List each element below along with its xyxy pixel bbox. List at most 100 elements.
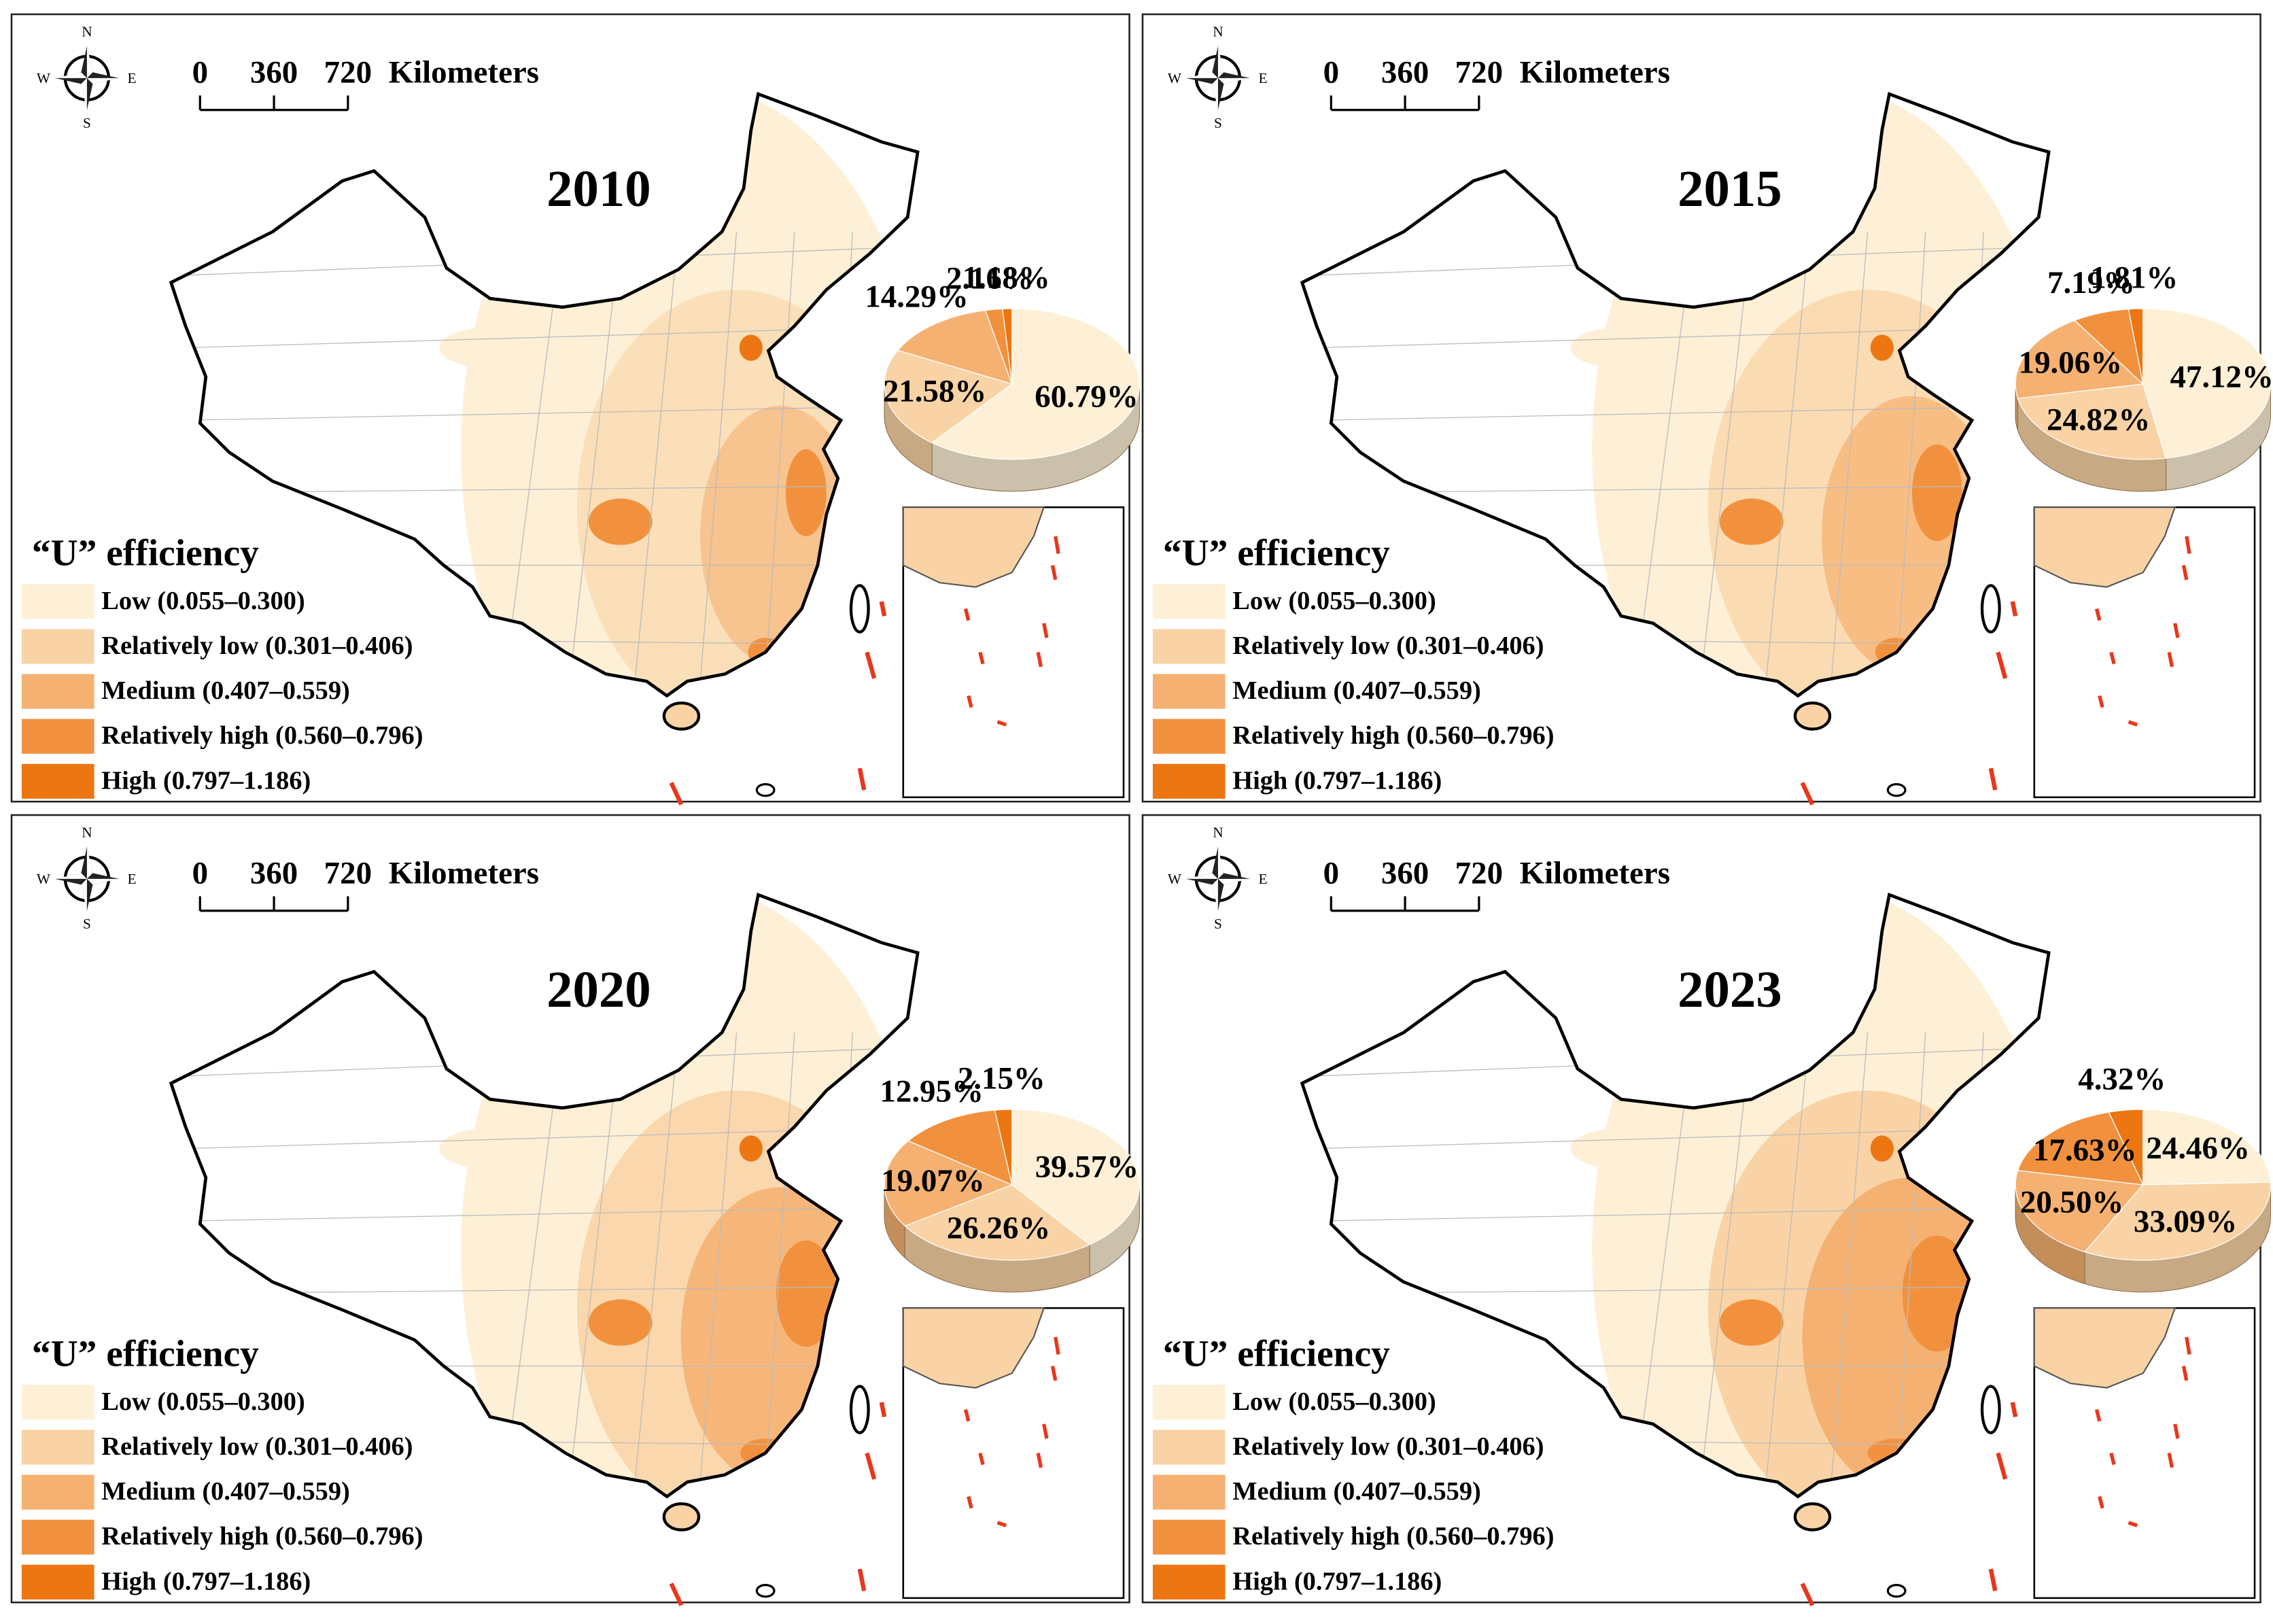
legend-title: “U” efficiency <box>32 532 259 573</box>
legend-label: Relatively low (0.301–0.406) <box>1232 1432 1544 1461</box>
scale-label: 360 <box>250 54 298 90</box>
compass: N S W E <box>1168 24 1268 131</box>
region-boundary <box>569 231 621 682</box>
compass-letter: N <box>82 825 92 841</box>
region-shade <box>439 327 541 368</box>
region-boundary <box>634 1032 679 1483</box>
boundary-dash <box>2098 1496 2104 1509</box>
china-outline <box>1300 893 2051 1499</box>
boundary-dash <box>1036 1452 1043 1468</box>
region-boundary <box>1830 231 1869 682</box>
panel: N S W E 0 360 720 Kilometers 2020 “U” efficiency L… <box>10 814 1141 1606</box>
region-boundary <box>1765 231 1810 682</box>
boundary-dash <box>963 608 971 621</box>
boundary-dash <box>2010 601 2018 617</box>
pie: 60.79% 21.58% 14.29%2.16%1.18% <box>865 260 1141 492</box>
pie-slice <box>2083 1181 2272 1261</box>
legend-swatch <box>21 1430 94 1465</box>
boundary-dash <box>669 1583 684 1606</box>
boundary-dash <box>1042 623 1049 638</box>
taiwan <box>1980 584 2001 634</box>
taiwan <box>849 1385 870 1434</box>
boundary-dash <box>996 1521 1007 1527</box>
pie-value-label: 1.81% <box>2090 260 2178 296</box>
taiwan <box>1980 1385 2001 1434</box>
china-outline <box>1300 92 2051 698</box>
inset-land <box>902 506 1045 588</box>
pie-slice <box>2017 1111 2144 1186</box>
compass-letter: E <box>128 871 137 887</box>
compass-letter: W <box>37 871 51 887</box>
compass-letter: N <box>1213 24 1223 40</box>
boundary-dash <box>2128 1521 2138 1527</box>
scale-unit: Kilometers <box>389 855 539 891</box>
region-shade <box>588 498 653 545</box>
legend-label: Relatively low (0.301–0.406) <box>101 1432 413 1461</box>
compass: N S W E <box>1168 825 1268 932</box>
region-shade <box>1719 498 1784 545</box>
scale-label: 360 <box>1381 54 1429 90</box>
compass-letter: S <box>1214 115 1222 131</box>
pie-value-label: 60.79% <box>1035 379 1138 415</box>
pie-value-label: 2.16% <box>946 261 1034 296</box>
compass-letter: W <box>1168 871 1182 887</box>
region-shade <box>1570 327 1672 368</box>
legend-swatch <box>21 719 94 754</box>
pie-slice <box>1011 1109 1141 1245</box>
compass-letter: S <box>83 115 91 131</box>
year-title: 2010 <box>546 160 651 218</box>
legend-swatch <box>21 1519 94 1555</box>
legend-label: Relatively low (0.301–0.406) <box>101 632 413 660</box>
scale-label: 720 <box>1455 855 1503 891</box>
legend-swatch <box>21 584 94 619</box>
compass-star <box>54 46 119 110</box>
legend-label: High (0.797–1.186) <box>1232 1567 1442 1595</box>
hainan <box>1793 1502 1832 1532</box>
compass-letter: W <box>1168 70 1182 86</box>
region-shade <box>1570 1128 1672 1169</box>
legend-label: Low (0.055–0.300) <box>1232 587 1436 615</box>
pie-value-label: 7.19% <box>2047 265 2135 300</box>
scale-label: 720 <box>324 855 372 891</box>
region-shade <box>1870 334 1894 361</box>
boundary-dash <box>978 651 985 665</box>
legend-label: Low (0.055–0.300) <box>101 587 305 615</box>
region-boundary <box>185 1206 918 1222</box>
region-shade <box>439 1128 541 1169</box>
pie-value-label: 17.63% <box>2033 1133 2136 1168</box>
region-boundary <box>765 231 795 682</box>
pie-value-label: 39.57% <box>1035 1150 1139 1185</box>
boundary-dash <box>865 1452 877 1480</box>
scale-label: 0 <box>192 855 208 891</box>
boundary-dash <box>1050 1366 1058 1381</box>
boundary-dash <box>1054 1336 1060 1355</box>
legend-label: High (0.797–1.186) <box>101 766 311 795</box>
year-title: 2015 <box>1678 160 1782 218</box>
legend-label: Medium (0.407–0.559) <box>101 1477 350 1506</box>
compass-letter: E <box>1259 70 1268 86</box>
hainan <box>662 702 701 731</box>
boundary-dash <box>2185 1336 2191 1355</box>
legend-label: Low (0.055–0.300) <box>101 1387 305 1416</box>
boundary-dash <box>1996 651 2008 679</box>
region-boundary <box>1896 231 1926 682</box>
compass-star <box>1185 846 1250 911</box>
panel: N S W E 0 360 720 Kilometers 2010 “U” efficiency L… <box>10 13 1141 806</box>
legend-label: Relatively high (0.560–0.796) <box>1232 721 1554 750</box>
pie-slice <box>2015 1170 2145 1253</box>
legend-label: Medium (0.407–0.559) <box>1232 1477 1481 1506</box>
region-boundary <box>1700 231 1752 682</box>
boundary-dash <box>1988 767 1998 791</box>
boundary-dash <box>967 695 973 708</box>
pie-slice <box>2015 319 2145 399</box>
panel: N S W E 0 360 720 Kilometers 2023 “U” efficiency L… <box>1141 814 2272 1606</box>
pie-value-label: 14.29% <box>865 279 968 315</box>
legend-swatch <box>21 1385 94 1420</box>
region-shade <box>739 334 763 361</box>
pie-value-label: 24.46% <box>2146 1130 2249 1166</box>
boundary-dash <box>1042 1423 1049 1439</box>
legend-swatch <box>21 629 94 664</box>
region-boundary <box>765 1032 795 1483</box>
region-boundary <box>634 231 679 682</box>
